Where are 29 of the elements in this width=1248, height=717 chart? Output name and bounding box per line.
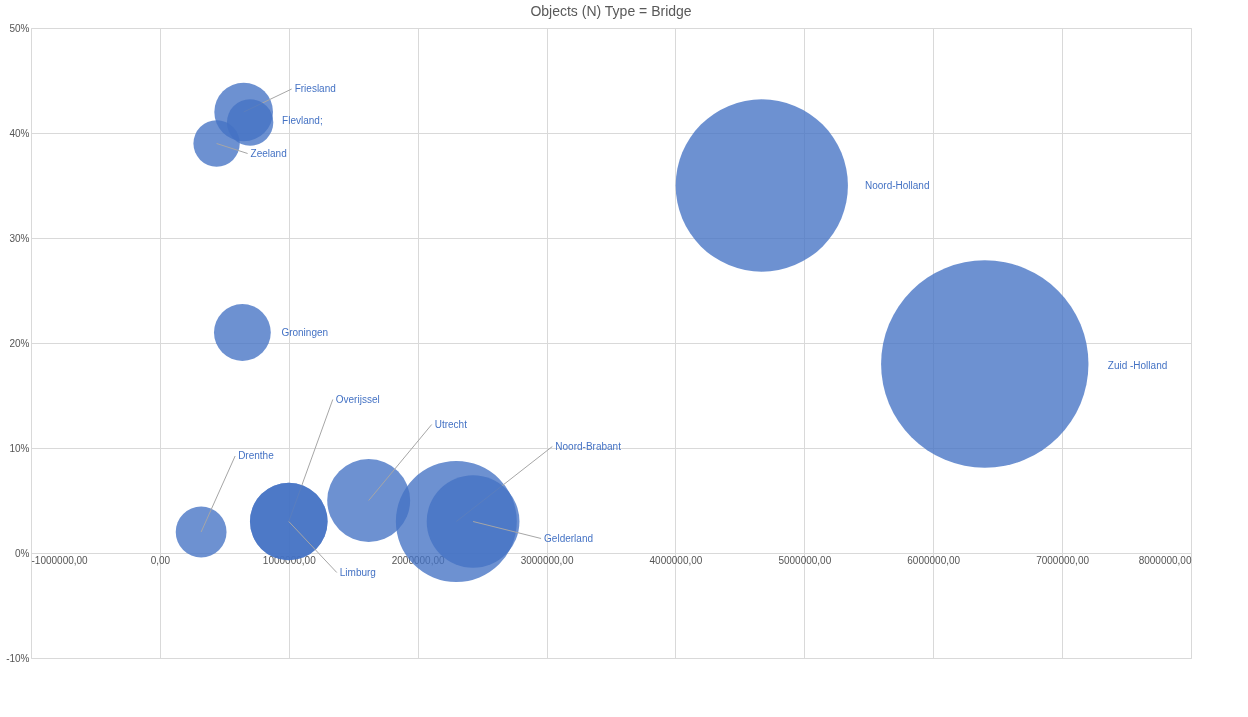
x-tick-label: 8000000,00 [1138,554,1192,566]
y-tick-label: -10% [6,652,30,664]
series-label: Noord-Holland [864,179,930,191]
series-label: Groningen [281,326,329,338]
series-label: Zuid -Holland [1107,360,1168,371]
x-tick-label: 1000000,00 [262,554,317,566]
x-tick-label: 4000000,00 [649,554,703,566]
text: Gelderland [544,532,594,544]
text: Noord-Brabant [555,440,622,452]
x-tick-label: 7000000,00 [1036,554,1090,566]
x-tick-label: 5000000,00 [778,554,832,566]
y-tick-label: 50% [9,22,30,34]
x-tick-label: 0,00 [150,554,171,566]
series-label: Flevland; [282,114,323,126]
y-tick-label: 0% [15,547,30,559]
y-tick-label: 20% [9,337,30,349]
series-label: Zeeland [250,147,287,159]
text: Drenthe [238,450,275,461]
text: Overijssel [335,393,380,405]
text: Friesland [294,83,336,94]
y-tick-label: 40% [9,127,30,139]
x-tick-label: 3000000,00 [520,554,574,566]
x-tick-label: 6000000,00 [907,554,961,566]
text: Utrecht [434,418,468,430]
x-tick-label: -1000000,00 [31,554,89,566]
y-tick-label: 10% [9,442,30,454]
y-tick-label: 30% [9,232,30,244]
chart-title: Objects (N) Type = Bridge [530,3,692,19]
text: Limburg [339,566,376,578]
